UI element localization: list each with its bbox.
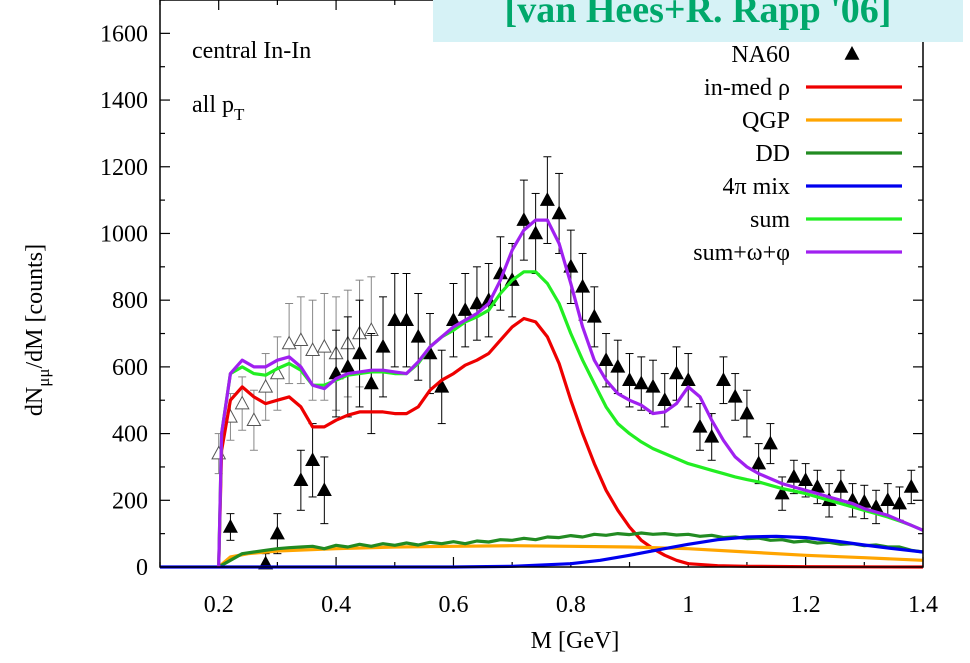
legend-marker-triangle [844, 45, 860, 60]
legend-label: NA60 [731, 42, 790, 68]
legend-label: in-med ρ [704, 75, 790, 101]
annotation-pt: all pT [192, 92, 245, 124]
citation-banner-background [433, 0, 963, 42]
data-points [211, 156, 919, 570]
y-tick-label: 800 [112, 288, 148, 314]
na60-data-point [363, 375, 379, 390]
na60-data-point [633, 375, 649, 390]
na60-data-point [528, 225, 544, 240]
na60-data-point [739, 405, 755, 420]
x-tick-label: 1 [682, 592, 694, 618]
series-line-sum- [217, 218, 924, 568]
legend-label: QGP [742, 108, 790, 134]
na60-data-point [375, 338, 391, 353]
y-tick-label: 400 [112, 422, 148, 448]
open-data-point [305, 342, 321, 356]
na60-data-point [410, 328, 426, 343]
na60-data-point [715, 372, 731, 386]
na60-data-point [575, 278, 591, 293]
legend: NA60 in-med ρ QGP DD 4π mix sum sum+ω+φ [693, 42, 902, 266]
model-curves [160, 218, 924, 569]
legend-label: sum [750, 207, 790, 233]
na60-data-point [786, 468, 802, 483]
na60-data-point [457, 302, 473, 316]
na60-data-point [809, 478, 825, 493]
y-tick-label: 200 [112, 488, 148, 514]
na60-data-point [586, 308, 602, 323]
open-data-point [234, 395, 250, 410]
na60-data-point [903, 478, 919, 493]
na60-data-point [387, 312, 403, 326]
x-tick-label: 0.6 [438, 592, 468, 618]
y-axis-label: dNμμ/dM [counts] [22, 244, 53, 416]
y-tick-label: 1000 [100, 221, 148, 247]
na60-data-point [774, 485, 790, 500]
series-line-in-med- [217, 316, 924, 569]
na60-data-point [751, 455, 767, 470]
na60-data-point [610, 358, 626, 373]
na60-data-point [434, 378, 450, 393]
legend-label: 4π mix [723, 174, 790, 200]
na60-data-point [316, 482, 332, 497]
na60-data-point [469, 295, 485, 310]
open-data-point [316, 338, 332, 353]
na60-data-point [293, 472, 309, 487]
x-axis-label: M [GeV] [531, 628, 620, 654]
x-tick-label: 0.8 [556, 592, 586, 618]
y-tick-label: 1600 [100, 21, 148, 47]
open-data-point [246, 412, 262, 426]
na60-data-point [622, 372, 638, 386]
na60-data-point [539, 192, 555, 206]
citation-banner: [van Hees+R. Rapp '06] [505, 0, 892, 31]
na60-data-point [222, 518, 238, 533]
na60-data-point [762, 435, 778, 450]
x-tick-label: 0.4 [321, 592, 351, 618]
legend-label: sum+ω+φ [693, 240, 790, 266]
x-tick-label: 0.2 [204, 592, 234, 618]
tick-labels: 0.2 0.4 0.6 0.8 1 1.2 1.4 0 200 400 600 800 1000 1200… [100, 21, 938, 618]
na60-data-point [305, 452, 321, 467]
na60-data-point [704, 428, 720, 443]
plot-frame [159, 0, 924, 568]
na60-data-point [598, 352, 614, 366]
y-tick-label: 1200 [100, 155, 148, 181]
na60-data-point [892, 495, 908, 510]
open-data-point [258, 378, 274, 393]
na60-data-point [645, 378, 661, 393]
series-line-dd [217, 531, 924, 569]
na60-data-point [833, 478, 849, 493]
na60-data-point [680, 372, 696, 386]
annotation-centrality: central In-In [192, 38, 311, 64]
na60-data-point [340, 358, 356, 373]
na60-data-point [399, 312, 414, 326]
na60-data-point [657, 392, 673, 406]
na60-data-point [352, 345, 368, 360]
y-tick-label: 0 [136, 555, 148, 581]
na60-data-point [669, 365, 684, 380]
x-tick-label: 1.2 [791, 592, 821, 618]
open-data-point [269, 365, 285, 380]
na60-data-point [516, 212, 532, 226]
x-tick-label: 1.4 [908, 592, 938, 618]
na60-data-point [727, 388, 743, 403]
series-line-sum [217, 270, 924, 568]
na60-data-point [269, 525, 285, 540]
y-tick-label: 600 [112, 355, 148, 381]
legend-label: DD [755, 141, 790, 167]
na60-data-point [798, 472, 814, 487]
open-data-point [281, 335, 297, 350]
open-data-point [293, 332, 309, 346]
na60-data-point [880, 492, 896, 507]
y-tick-label: 1400 [100, 88, 148, 114]
series-line-4-mix [160, 534, 924, 569]
na60-data-point [551, 205, 567, 220]
na60-data-point [692, 418, 708, 433]
